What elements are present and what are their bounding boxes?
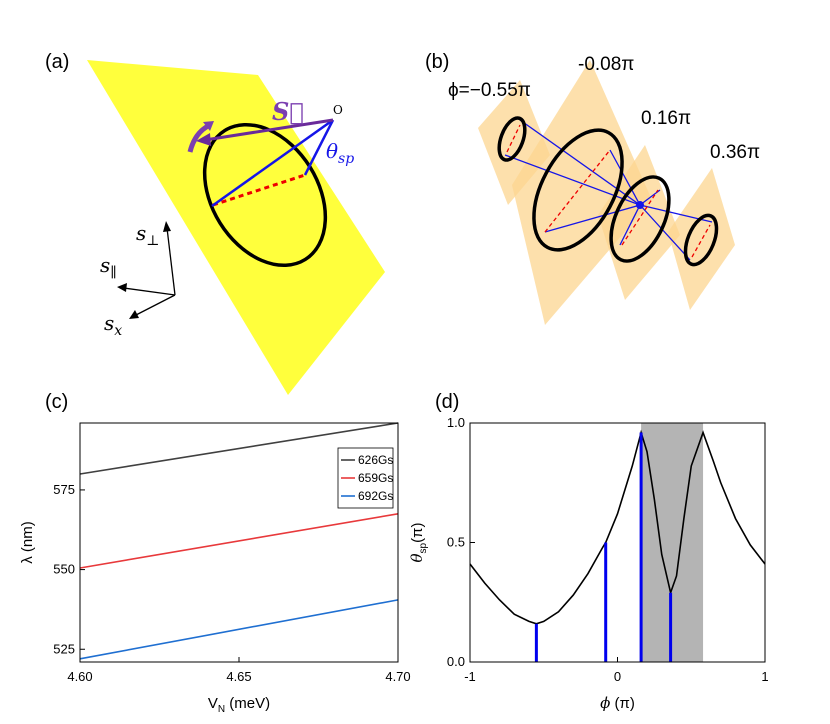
cone-line: [211, 118, 334, 208]
arrow-head: [129, 310, 139, 319]
legend-label: 626Gs: [358, 453, 393, 467]
panel-label: (c): [45, 391, 68, 413]
x-axis-label-part: (π): [610, 695, 635, 712]
x-tick-label: 4.65: [226, 669, 251, 684]
origin: [636, 201, 644, 209]
y-tick-label: 525: [53, 641, 75, 656]
phase-label: -0.08π: [578, 54, 634, 75]
axis-arrow: [135, 294, 176, 316]
legend: 626Gs 659Gs 692Gs: [337, 447, 394, 509]
y-tick-label: 0.0: [447, 654, 465, 669]
y-tick-label: 550: [53, 562, 75, 577]
y-axis-label-part: θ: [408, 553, 426, 562]
cone-line: [519, 119, 641, 206]
cone-line: [639, 189, 661, 206]
y-axis-label-part: (π): [409, 523, 426, 543]
y-axis-label: λ (nm): [19, 521, 36, 564]
x-tick-label: 0: [614, 669, 621, 684]
spin-vector: [204, 118, 334, 142]
x-tick-label: -1: [464, 669, 476, 684]
panel-label: (a): [45, 51, 69, 73]
arrow-head: [203, 121, 214, 131]
plane: [598, 145, 680, 300]
legend-label: 659Gs: [358, 471, 393, 485]
dashed-axis: [212, 173, 306, 207]
x-tick-label: 4.60: [67, 669, 92, 684]
y-tick-label: 575: [53, 482, 75, 497]
series-line: [79, 599, 399, 660]
phase-label: 0.36π: [710, 142, 760, 163]
x-tick-label: 1: [761, 669, 768, 684]
axis-arrow: [166, 227, 176, 296]
plot-frame: [469, 422, 766, 663]
y-axis-label-part: sp: [418, 542, 429, 553]
series-line: [79, 422, 399, 475]
phase-label: 0.16π: [641, 108, 691, 129]
x-tick-label: 4.70: [385, 669, 410, 684]
angle-label: θsp: [326, 139, 354, 167]
ellipses: [497, 116, 719, 267]
arrow-head: [117, 283, 127, 292]
plot-frame: [79, 422, 399, 663]
y-tick-label: 1.0: [447, 415, 465, 430]
plane: [87, 60, 385, 395]
panel-a: O S⃗ θsp s⊥ s∥ sx (a): [45, 51, 385, 395]
cone-line: [504, 154, 641, 206]
phase-label: ϕ=−0.55π: [448, 80, 531, 101]
arrow-head: [196, 133, 211, 146]
plane: [512, 60, 652, 325]
axis-arrow: [123, 287, 176, 296]
cone-line: [639, 204, 691, 261]
x-axis-label: VN (meV): [208, 695, 270, 715]
origin-label: O: [333, 103, 343, 117]
panel-label: (d): [435, 391, 459, 413]
vector-label: S⃗: [272, 97, 304, 126]
x-axis-label-part: N: [218, 704, 225, 715]
axis-label: s∥: [100, 253, 117, 281]
cone-lines: [504, 119, 713, 261]
arrow-head: [163, 221, 171, 232]
legend-label: 692Gs: [358, 489, 393, 503]
curve: [469, 429, 766, 625]
cone-line: [544, 204, 641, 233]
axis-label: s⊥: [136, 221, 159, 249]
panel-b: ϕ=−0.55π -0.08π 0.16π 0.36π (b): [425, 51, 760, 325]
panel-label: (b): [425, 51, 449, 73]
cone-line: [303, 119, 335, 176]
x-axis-label: ϕ (π): [600, 694, 635, 712]
plane: [668, 168, 735, 310]
y-tick-label: 0.5: [447, 535, 465, 550]
x-axis-label-part: V: [208, 695, 218, 712]
x-axis-label-part: ϕ: [600, 694, 610, 712]
axis-label: sx: [104, 311, 122, 339]
cone-line: [609, 149, 641, 206]
cone-line: [619, 204, 641, 246]
x-axis-label-part: (meV): [225, 695, 270, 712]
y-axis-label: θsp(π): [408, 523, 429, 563]
series-line: [79, 513, 399, 569]
dashed-axes: [506, 124, 711, 258]
